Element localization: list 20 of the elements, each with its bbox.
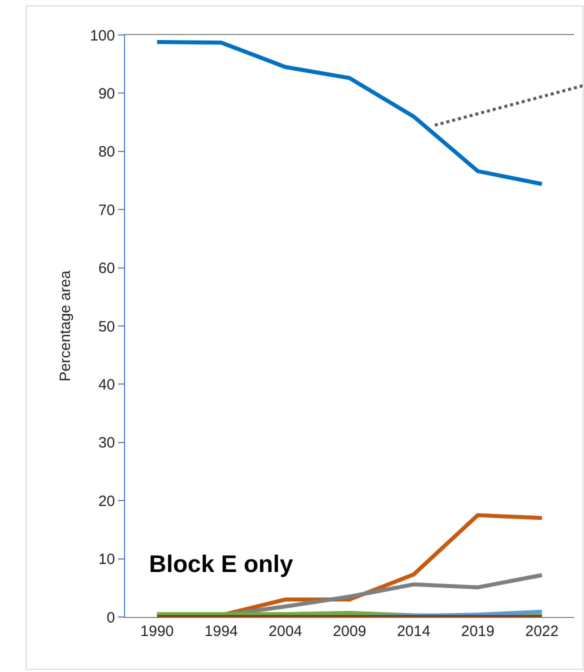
y-tick-label: 10 [98, 551, 115, 568]
y-tick-label: 90 [98, 85, 115, 102]
y-tick-label: 20 [98, 492, 115, 510]
x-tick-label: 2009 [332, 623, 366, 640]
y-tick-label: 40 [98, 376, 115, 394]
y-tick-label: 50 [98, 318, 115, 336]
x-tick-label: 2019 [461, 623, 494, 640]
annotation: Block E only [149, 551, 294, 578]
x-tick-label: 2004 [268, 623, 302, 640]
y-tick-label: 70 [98, 202, 115, 219]
y-tick-label: 80 [98, 144, 115, 161]
y-axis-title: Percentage area [57, 270, 74, 382]
y-tick-label: 60 [98, 260, 115, 278]
x-tick-label: 1990 [140, 623, 174, 640]
x-tick-label: 1994 [204, 623, 238, 640]
x-tick-label: 2014 [396, 623, 430, 640]
y-tick-label: 100 [90, 27, 115, 44]
x-tick-label: 2022 [525, 623, 559, 640]
y-tick-label: 0 [106, 609, 115, 626]
y-tick-label: 30 [98, 434, 115, 452]
